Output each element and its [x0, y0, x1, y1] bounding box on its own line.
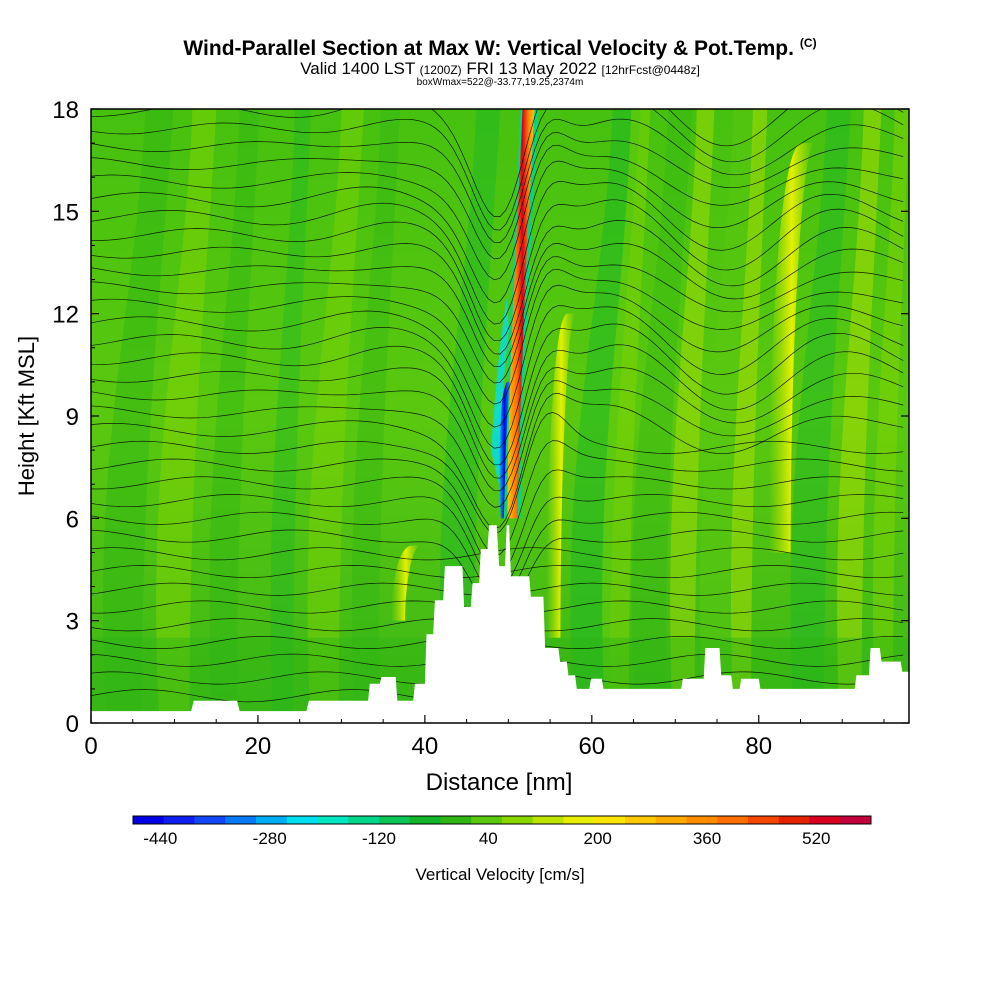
- x-tick-label: 20: [245, 733, 272, 760]
- theta-contour: [91, 268, 904, 405]
- colorbar-swatch: [440, 816, 472, 824]
- copyright-mark: (C): [799, 36, 817, 50]
- chart-subtitle: Valid 1400 LST (1200Z) FRI 13 May 2022 […: [300, 59, 700, 78]
- y-tick-label: 9: [66, 404, 79, 431]
- velocity-band: [790, 109, 851, 723]
- box-info: boxWmax=522@-33.77,19.25,2374m: [416, 77, 584, 88]
- theta-contour: [91, 256, 904, 384]
- theta-contour: [91, 118, 904, 243]
- velocity-band: [307, 109, 364, 723]
- velocity-band: [570, 109, 641, 723]
- x-tick-label: 80: [745, 733, 772, 760]
- axes: 0 20 40 60 80 0 3 6 9 12 15 18: [52, 97, 909, 760]
- updraft-band: [546, 313, 576, 638]
- colorbar: -440 -280 -120 40 200 360 520: [132, 815, 872, 848]
- velocity-band: [209, 109, 260, 723]
- colorbar-swatch: [717, 816, 749, 824]
- colorbar-tick-label: 200: [584, 829, 612, 848]
- theta-contour: [91, 109, 904, 231]
- chart-title: Wind-Parallel Section at Max W: Vertical…: [183, 36, 817, 60]
- velocity-band: [270, 109, 311, 723]
- terrain-mask: [91, 525, 909, 723]
- colorbar-swatch: [163, 816, 195, 824]
- theta-contour: [91, 160, 904, 304]
- colorbar-tick-label: 520: [802, 829, 830, 848]
- colorbar-swatch: [778, 816, 810, 824]
- plot-area: [91, 109, 909, 723]
- theta-contour: [91, 132, 904, 260]
- theta-contour: [91, 181, 904, 325]
- colorbar-tick-label: -120: [362, 829, 396, 848]
- theta-contour: [91, 199, 904, 342]
- x-tick-label: 60: [578, 733, 605, 760]
- theta-contour: [91, 144, 904, 281]
- theta-contour: [91, 220, 904, 355]
- colorbar-swatch: [133, 816, 165, 824]
- theta-contour: [91, 393, 904, 529]
- colorbar-swatch: [317, 816, 349, 824]
- colorbar-swatch: [348, 816, 380, 824]
- y-tick-label: 6: [66, 506, 79, 533]
- colorbar-label: Vertical Velocity [cm/s]: [415, 865, 584, 884]
- colorbar-swatch: [471, 816, 503, 824]
- colorbar-swatch: [686, 816, 718, 824]
- theta-contours: [91, 109, 904, 703]
- updraft-band: [391, 545, 421, 621]
- downdraft-halo: [490, 296, 509, 485]
- theta-contour: [91, 109, 904, 217]
- velocity-band: [699, 109, 757, 723]
- x-tick-label: 40: [412, 733, 439, 760]
- velocity-band: [837, 109, 882, 723]
- colorbar-tick-label: 360: [693, 829, 721, 848]
- colorbar-swatch: [379, 816, 411, 824]
- colorbar-swatch: [194, 816, 226, 824]
- colorbar-swatch: [256, 816, 288, 824]
- y-tick-label: 18: [52, 97, 79, 124]
- colorbar-swatch: [409, 816, 441, 824]
- y-tick-label: 12: [52, 302, 79, 329]
- y-tick-label: 0: [66, 711, 79, 738]
- colorbar-tick-label: 40: [479, 829, 498, 848]
- theta-contour: [91, 305, 904, 449]
- velocity-features: [391, 109, 815, 638]
- colorbar-swatch: [502, 816, 534, 824]
- colorbar-swatch: [655, 816, 687, 824]
- theta-contour: [91, 323, 904, 466]
- colorbar-tick-label: -440: [143, 829, 177, 848]
- colorbar-swatch: [840, 816, 872, 824]
- downdraft-core: [498, 381, 510, 519]
- colorbar-swatch: [809, 816, 841, 824]
- velocity-band: [156, 109, 217, 723]
- velocity-band: [670, 109, 715, 723]
- y-tick-label: 3: [66, 609, 79, 636]
- colorbar-frame: [132, 815, 872, 825]
- velocity-band: [351, 109, 401, 723]
- velocity-band: [731, 109, 768, 723]
- velocity-band: [631, 109, 693, 723]
- colorbar-tick-label: -280: [253, 829, 287, 848]
- theta-contour: [91, 344, 904, 479]
- theta-contour: [91, 380, 904, 508]
- colorbar-swatch: [625, 816, 657, 824]
- colorbar-swatch: [563, 816, 595, 824]
- theta-contour: [91, 367, 904, 492]
- colorbar-swatch: [532, 816, 564, 824]
- colorbar-swatch: [748, 816, 780, 824]
- velocity-band: [102, 109, 174, 723]
- velocity-band: [602, 109, 651, 723]
- colorbar-swatch: [594, 816, 626, 824]
- velocity-band: [872, 109, 909, 723]
- colorbar-swatch: [225, 816, 257, 824]
- updraft-band: [768, 143, 815, 553]
- x-tick-label: 0: [84, 733, 97, 760]
- colorbar-swatch: [286, 816, 318, 824]
- updraft-core: [507, 109, 535, 519]
- y-axis-label: Height [Kft MSL]: [14, 336, 39, 496]
- x-axis-label: Distance [nm]: [426, 769, 573, 796]
- theta-contour: [91, 243, 904, 368]
- theta-contour: [91, 284, 904, 428]
- y-tick-label: 15: [52, 199, 79, 226]
